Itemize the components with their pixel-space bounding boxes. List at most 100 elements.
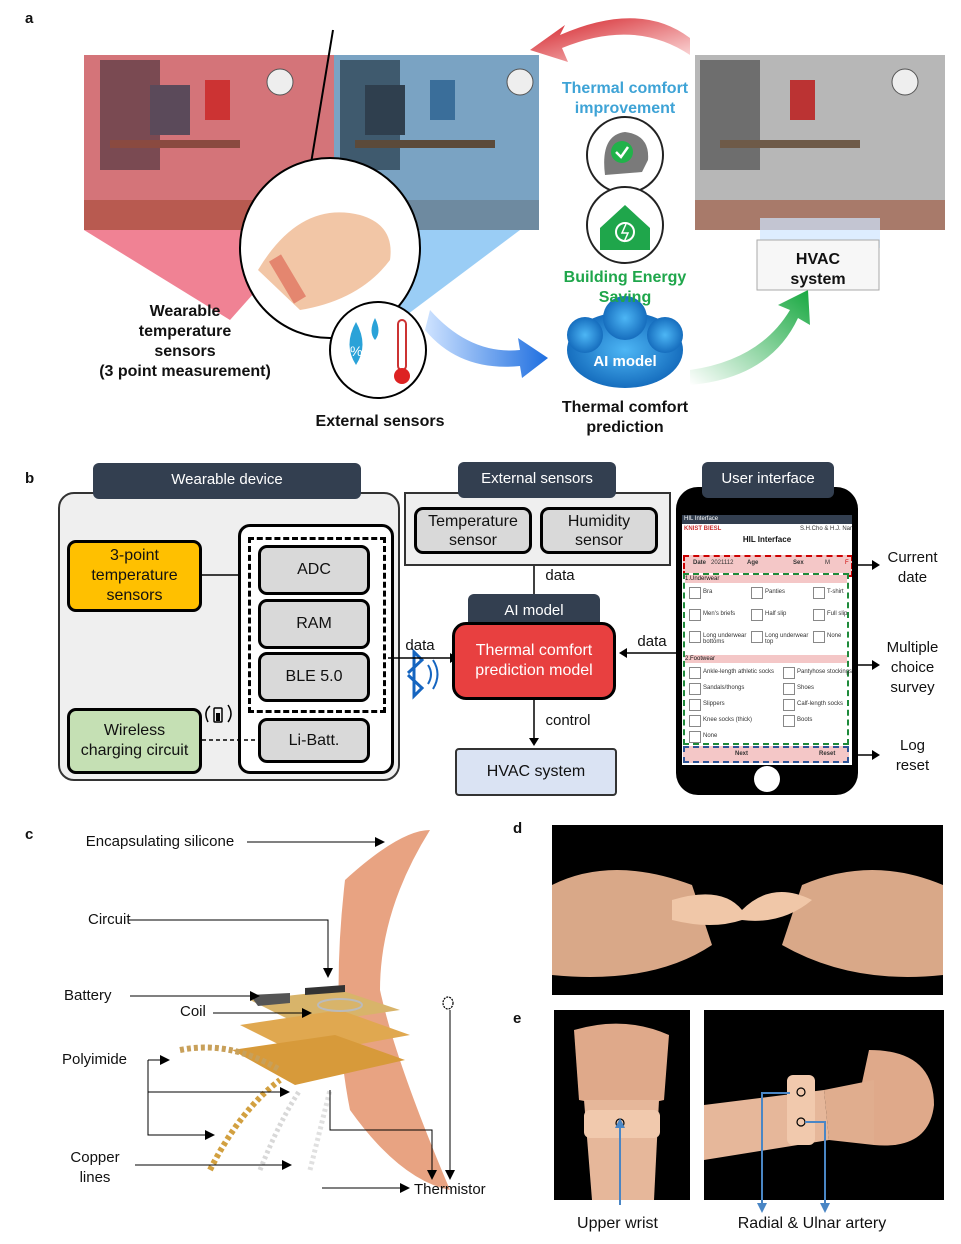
footwear-option-label: Pantyhose stockings xyxy=(797,669,852,675)
underwear-option-label: Half slip xyxy=(765,611,787,617)
external-sensors-header: External sensors xyxy=(458,462,616,498)
bluetooth-icon xyxy=(406,648,425,700)
footwear-option-label: Shoes xyxy=(797,685,815,691)
green-arrow xyxy=(690,290,810,385)
age-label: Age xyxy=(747,560,759,566)
reset-button[interactable]: Reset xyxy=(819,751,836,757)
underwear-option-label: T-shirt xyxy=(827,589,844,595)
circuit-label: Circuit xyxy=(88,911,131,928)
hvac-label: HVAC system xyxy=(790,251,846,288)
sex-m-option[interactable]: M xyxy=(825,560,830,566)
phone-header: HIL Interface xyxy=(682,515,852,524)
underwear-checkbox[interactable] xyxy=(689,631,701,643)
footwear-checkbox[interactable] xyxy=(783,683,795,695)
underwear-section-header: 1.Underwear xyxy=(685,575,847,583)
footwear-option-label: Slippers xyxy=(703,701,725,707)
date-label: Date xyxy=(693,560,707,566)
date-value[interactable]: 2021112 xyxy=(711,560,734,566)
panel-letter-e: e xyxy=(513,1010,522,1027)
svg-text:%: % xyxy=(350,343,362,359)
footwear-checkbox[interactable] xyxy=(689,667,701,679)
panel-b-connectors xyxy=(202,560,880,760)
phone-logos: KNIST BIESL xyxy=(684,526,722,532)
footwear-option-label: Calf-length socks xyxy=(797,701,844,707)
mcu-dashed xyxy=(248,537,386,713)
underwear-checkbox[interactable] xyxy=(751,609,763,621)
panel-letter-b: b xyxy=(25,470,35,487)
phone-home-button xyxy=(754,766,780,792)
panel-letter-c: c xyxy=(25,826,34,843)
survey-area: 1.Underwear 2.Footwear Bra Panties T-shirt… xyxy=(683,573,852,745)
humidity-sensor-box: Humidity sensor xyxy=(540,507,658,554)
log-reset-label: Log reset xyxy=(895,737,930,774)
radial-ulnar-photo xyxy=(704,1010,944,1200)
upper-wrist-photo xyxy=(554,1010,690,1200)
copper-lines-label: Copper lines xyxy=(70,1149,120,1186)
battery-label: Battery xyxy=(64,987,112,1004)
hvac-office-scene xyxy=(695,55,945,248)
wearable-device-header: Wearable device xyxy=(93,463,361,499)
underwear-checkbox[interactable] xyxy=(751,631,763,643)
underwear-checkbox[interactable] xyxy=(689,587,701,599)
underwear-option-label: Bra xyxy=(703,589,713,595)
ai-model-icon xyxy=(567,296,683,388)
underwear-option-label: Panties xyxy=(765,589,786,595)
footwear-checkbox[interactable] xyxy=(689,699,701,711)
multiple-choice-label: Multiple choice survey xyxy=(886,639,939,696)
current-date-label: Current date xyxy=(887,549,938,586)
footwear-checkbox[interactable] xyxy=(783,699,795,711)
prediction-model-box: Thermal comfort prediction model xyxy=(452,622,616,700)
panel-e-leaders xyxy=(615,1092,830,1213)
footwear-section-header: 2.Footwear xyxy=(685,655,847,663)
footwear-option-label: Ankle-length athletic socks xyxy=(703,669,775,675)
adc-box: ADC xyxy=(258,545,370,595)
thermistor-label: Thermistor xyxy=(414,1181,486,1198)
data-label-left: data xyxy=(405,637,435,654)
footwear-checkbox[interactable] xyxy=(689,731,701,743)
battery-box: Li-Batt. xyxy=(258,718,370,763)
wireless-charging-box: Wireless charging circuit xyxy=(67,708,202,774)
footwear-checkbox[interactable] xyxy=(783,667,795,679)
encapsulating-label: Encapsulating silicone xyxy=(85,833,235,850)
ble-box: BLE 5.0 xyxy=(258,652,370,702)
external-sensors-icon xyxy=(329,301,427,399)
footwear-checkbox[interactable] xyxy=(783,715,795,727)
thermal-prediction-label: Thermal comfort prediction xyxy=(561,399,689,436)
panel-a-illustration: % xyxy=(84,18,945,399)
underwear-checkbox[interactable] xyxy=(813,609,825,621)
panel-c-exploded-view xyxy=(128,830,455,1193)
underwear-option-label: None xyxy=(827,633,842,639)
silicone-layer xyxy=(338,830,450,1190)
ai-model-label: AI model xyxy=(593,353,657,370)
next-button[interactable]: Next xyxy=(735,751,749,757)
hvac-unit xyxy=(756,239,880,291)
radial-ulnar-label: Radial & Ulnar artery xyxy=(737,1215,887,1232)
footwear-option-label: Knee socks (thick) xyxy=(703,717,753,723)
phone-screen: HIL Interface KNIST BIESL S.H.Cho & H.J.… xyxy=(682,515,852,765)
stretched-device-photo xyxy=(552,825,943,995)
upper-wrist-label: Upper wrist xyxy=(577,1215,658,1232)
underwear-checkbox[interactable] xyxy=(813,587,825,599)
underwear-checkbox[interactable] xyxy=(813,631,825,643)
footwear-option-label: None xyxy=(703,733,718,739)
coil-label: Coil xyxy=(180,1003,206,1020)
panel-letter-a: a xyxy=(25,10,34,27)
underwear-checkbox[interactable] xyxy=(689,609,701,621)
footwear-checkbox[interactable] xyxy=(689,715,701,727)
underwear-option-label: Men's briefs xyxy=(703,611,736,617)
temp-sensors-box: 3-point temperature sensors xyxy=(67,540,202,612)
sex-f-option[interactable]: F xyxy=(845,560,849,566)
underwear-option-label: Full slip xyxy=(827,611,848,617)
external-sensors-label: External sensors xyxy=(315,413,445,430)
footwear-option-label: Boots xyxy=(797,717,813,723)
ram-box: RAM xyxy=(258,599,370,649)
footwear-checkbox[interactable] xyxy=(689,683,701,695)
comfort-improvement-label: Thermal comfort improvement xyxy=(561,80,689,117)
button-row: Next Reset xyxy=(683,746,849,763)
hvac-system-box: HVAC system xyxy=(455,748,617,796)
control-label: control xyxy=(545,712,591,729)
red-arrow xyxy=(530,18,690,63)
phone-authors: S.H.Cho & H.J. Nam xyxy=(800,526,852,532)
underwear-checkbox[interactable] xyxy=(751,587,763,599)
panel-letter-d: d xyxy=(513,820,523,837)
